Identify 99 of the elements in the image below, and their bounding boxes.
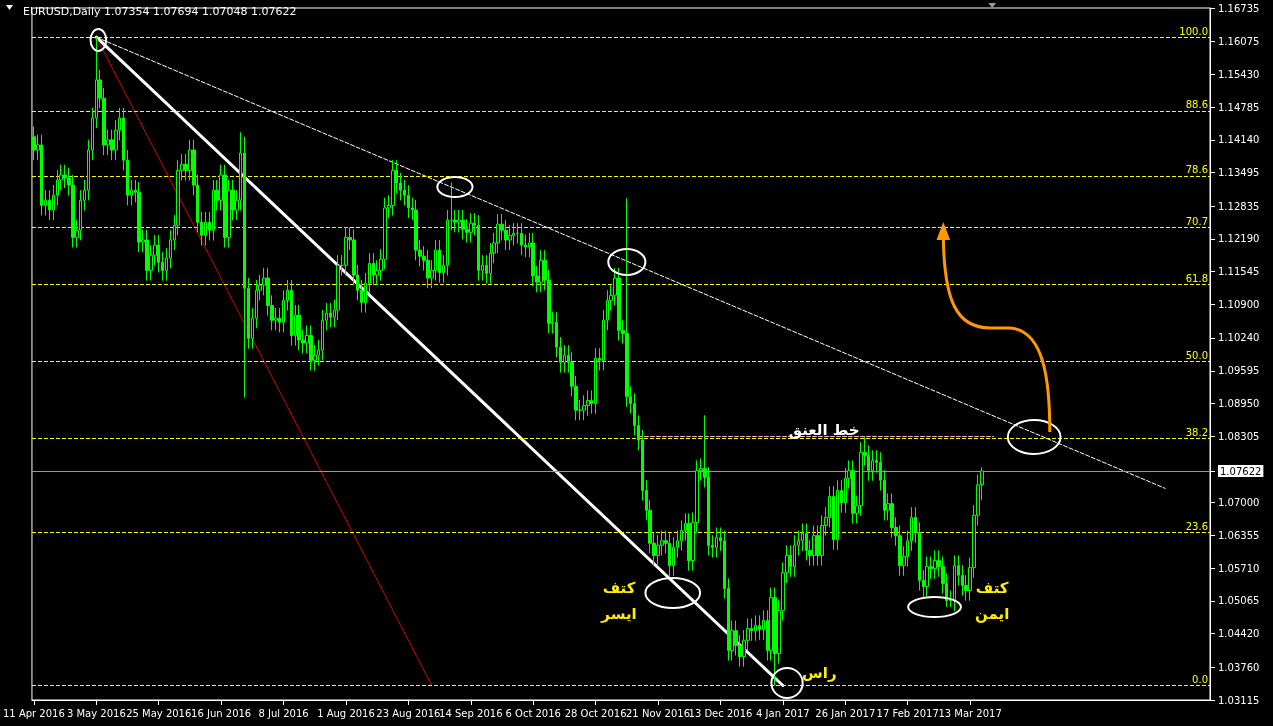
candlestick — [344, 226, 348, 276]
candlestick — [949, 590, 952, 608]
annotation: كتف ايسر — [600, 579, 637, 623]
x-tick-label: 16 Jun 2016 — [191, 707, 252, 719]
y-tick-label: 1.07000 — [1218, 497, 1260, 509]
annotation: 100.0 — [1179, 25, 1208, 37]
y-tick-label: 1.03760 — [1218, 661, 1260, 673]
annotation: 38.2 — [1185, 426, 1208, 438]
candlestick — [851, 459, 855, 524]
candlestick — [290, 279, 293, 347]
y-tick-label: 1.14140 — [1218, 134, 1260, 146]
candlestick — [754, 614, 757, 642]
annotation: كتف ايمن — [975, 579, 1010, 623]
candlestick — [805, 522, 808, 562]
y-tick-label: 1.12190 — [1218, 233, 1260, 245]
y-tick-label: 1.04420 — [1218, 628, 1260, 640]
candlestick — [925, 555, 929, 598]
y-tick-label: 1.08305 — [1218, 430, 1260, 442]
candlestick — [582, 394, 586, 421]
candlestick — [407, 184, 410, 219]
candlestick — [668, 532, 671, 577]
candlestick — [539, 249, 543, 293]
candlestick — [204, 211, 207, 247]
candlestick — [426, 249, 430, 289]
y-tick-label: 1.03115 — [1218, 694, 1260, 706]
y-tick-label: 1.15430 — [1218, 68, 1260, 80]
candlestick — [297, 304, 301, 351]
candlestick — [223, 164, 227, 249]
candlestick — [309, 324, 313, 372]
x-tick-label: 21 Nov 2016 — [626, 707, 691, 719]
annotation: 50.0 — [1185, 349, 1208, 361]
x-tick-label: 4 Jan 2017 — [756, 707, 810, 719]
candlestick — [871, 449, 874, 482]
y-tick-label: 1.05710 — [1218, 562, 1260, 574]
candlestick — [461, 209, 465, 240]
x-tick-label: 3 May 2016 — [66, 707, 126, 719]
candlestick — [32, 126, 36, 161]
y-tick-label: 1.06355 — [1218, 529, 1260, 541]
x-tick-label: 6 Oct 2016 — [505, 707, 561, 719]
annotation: خط العنق — [788, 421, 860, 439]
annotation: 88.6 — [1185, 99, 1208, 111]
annotation: 61.8 — [1185, 273, 1208, 285]
candlestick — [40, 134, 43, 217]
candlestick — [758, 614, 761, 641]
candlestick — [953, 554, 956, 612]
candlestick — [137, 181, 141, 253]
x-tick-label: 23 Aug 2016 — [376, 707, 441, 719]
candlestick — [450, 182, 453, 231]
candlestick — [512, 222, 515, 247]
candlestick — [212, 179, 215, 241]
y-tick-label: 1.05065 — [1218, 595, 1260, 607]
candlestick — [687, 512, 691, 572]
x-tick-label: 28 Oct 2016 — [564, 707, 627, 719]
candlestick — [812, 524, 816, 567]
annotation: 70.7 — [1185, 215, 1208, 227]
y-tick-label: 1.16075 — [1218, 36, 1260, 48]
x-tick-label: 14 Sep 2016 — [439, 707, 503, 719]
candlestick — [508, 224, 512, 251]
y-tick-label: 1.07622 — [1220, 465, 1262, 477]
y-tick-label: 1.10900 — [1218, 298, 1260, 310]
y-tick-label: 1.13495 — [1218, 167, 1260, 179]
candlestick — [836, 479, 839, 551]
candlestick — [933, 549, 937, 580]
y-tick-label: 1.11545 — [1218, 266, 1260, 278]
x-tick-label: 13 Dec 2016 — [688, 707, 753, 719]
candlestick — [391, 159, 395, 217]
candlestick — [793, 534, 796, 578]
annotation: 78.6 — [1185, 164, 1208, 176]
x-tick-label: 25 May 2016 — [126, 707, 192, 719]
candlestick — [594, 347, 597, 415]
candlestick — [469, 212, 473, 243]
x-tick-label: 17 Feb 2017 — [876, 707, 939, 719]
y-tick-label: 1.12835 — [1218, 200, 1260, 212]
candlestick — [656, 534, 660, 567]
candlestick — [617, 267, 621, 342]
annotation: 0.0 — [1192, 674, 1208, 686]
x-tick-label: 11 Apr 2016 — [2, 707, 65, 719]
annotation: 23.6 — [1185, 521, 1208, 533]
y-tick-label: 1.14785 — [1218, 101, 1260, 113]
y-tick-label: 1.09595 — [1218, 365, 1260, 377]
x-tick-label: 26 Jan 2017 — [815, 707, 876, 719]
y-tick-label: 1.16735 — [1218, 2, 1260, 14]
x-tick-label: 1 Aug 2016 — [317, 707, 375, 719]
candlestick — [520, 222, 523, 256]
annotation: راس — [802, 664, 837, 682]
candlestick — [715, 527, 718, 558]
candlestick — [243, 136, 246, 398]
y-tick-label: 1.08950 — [1218, 398, 1260, 410]
candlestick — [773, 586, 777, 687]
candlestick — [438, 239, 441, 284]
candlestick — [477, 214, 480, 282]
candlestick — [48, 189, 51, 221]
y-tick-label: 1.10240 — [1218, 332, 1260, 344]
x-tick-label: 8 Jul 2016 — [258, 707, 309, 719]
candlestick — [145, 229, 149, 282]
candlestick — [329, 302, 332, 328]
chart-title: EURUSD,Daily 1.07354 1.07694 1.07048 1.07622 — [23, 5, 297, 18]
x-tick-label: 13 Mar 2017 — [938, 707, 1002, 719]
candlestick — [586, 389, 590, 417]
